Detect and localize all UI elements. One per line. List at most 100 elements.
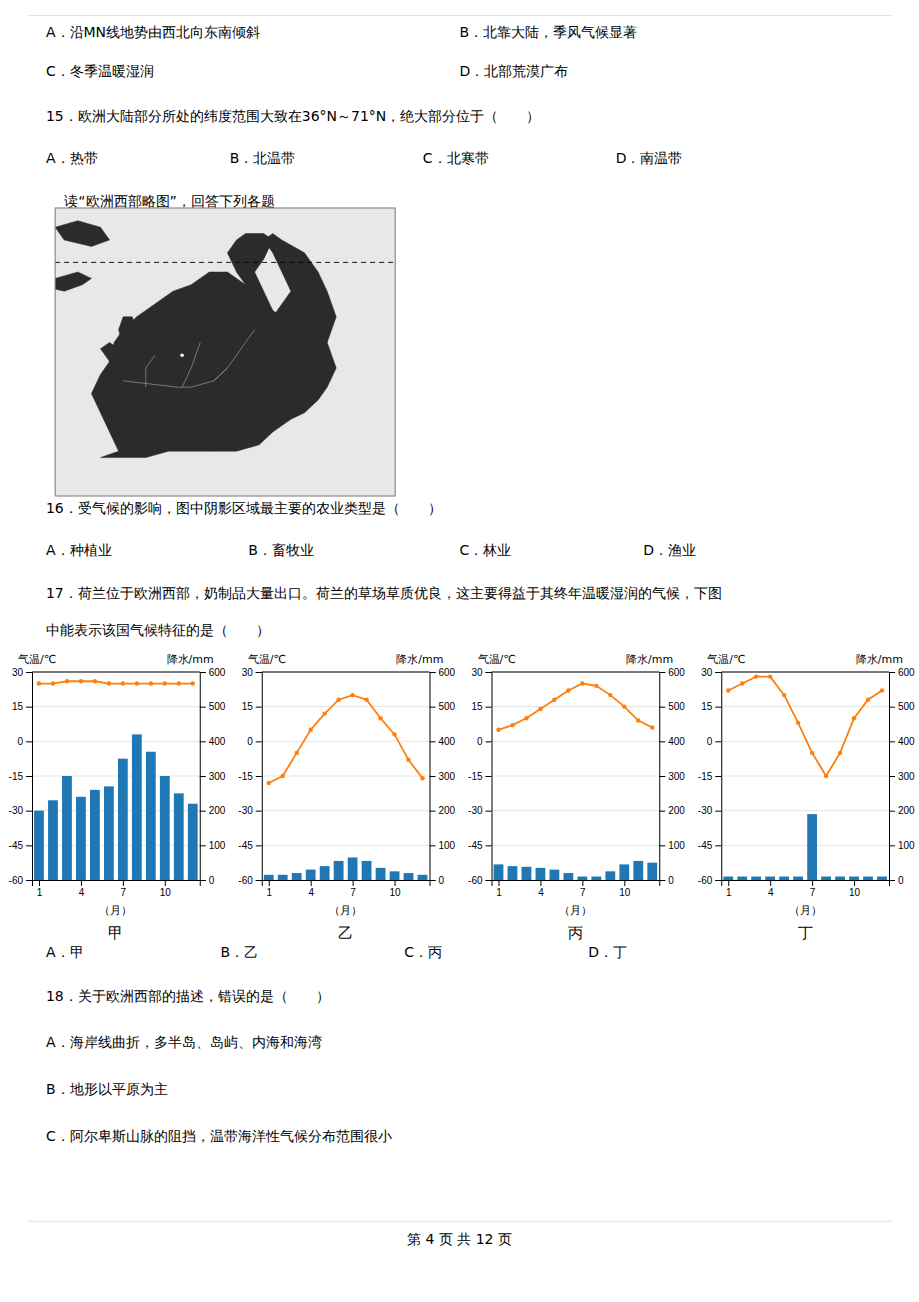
tick: 500 xyxy=(659,701,685,712)
bar xyxy=(404,873,414,880)
bar xyxy=(793,877,803,880)
tick-mark xyxy=(659,741,665,742)
tick-mark xyxy=(430,811,436,812)
plot-background xyxy=(492,672,660,880)
bar xyxy=(536,868,546,880)
axis: 30150-15-30-45-60 xyxy=(238,667,262,886)
tick: 200 xyxy=(659,805,685,816)
point xyxy=(294,751,298,755)
tick-label: -30 xyxy=(468,805,483,816)
tick: 4 xyxy=(768,880,774,898)
point xyxy=(163,681,167,685)
annotation: D．北部荒漠广布 xyxy=(460,63,569,79)
tick-label: -60 xyxy=(9,875,24,886)
plot-background xyxy=(32,672,200,880)
tick-mark xyxy=(715,741,721,742)
point xyxy=(37,681,41,685)
bar xyxy=(160,776,170,880)
tick-label: 100 xyxy=(439,840,456,851)
y2-axis-title: 降水/mm xyxy=(626,653,673,666)
tick-mark xyxy=(889,811,895,812)
tick-label: 30 xyxy=(701,667,713,678)
tick-mark xyxy=(715,776,721,777)
tick-label: 0 xyxy=(247,736,253,747)
tick-mark xyxy=(353,880,354,886)
grid-line xyxy=(721,672,889,673)
plot-marks xyxy=(264,693,428,880)
tick-label: 400 xyxy=(439,736,456,747)
point xyxy=(754,674,758,678)
point xyxy=(406,758,410,762)
y2-axis-title: 降水/mm xyxy=(167,653,214,666)
grid-line xyxy=(721,776,889,777)
tick-mark xyxy=(728,880,729,886)
tick-label: 1 xyxy=(37,887,43,898)
grid-line xyxy=(492,672,660,673)
axis-line xyxy=(715,673,722,881)
tick-mark xyxy=(659,845,665,846)
point xyxy=(65,679,69,683)
land xyxy=(178,406,219,451)
tick-mark xyxy=(430,880,436,881)
tick: 15 xyxy=(12,701,32,712)
tick-mark xyxy=(430,672,436,673)
grid-line xyxy=(262,706,430,707)
x-axis-title: （月） xyxy=(99,904,132,917)
tick: 600 xyxy=(889,667,915,678)
tick-mark xyxy=(200,741,206,742)
tick: 500 xyxy=(200,701,226,712)
tick-label: 10 xyxy=(389,887,401,898)
climate-chart: 1471030150-15-30-45-60600500400300200100… xyxy=(238,653,455,942)
tick-mark xyxy=(200,776,206,777)
tick-mark xyxy=(812,880,813,886)
tick-label: 10 xyxy=(160,887,172,898)
point xyxy=(191,681,195,685)
annotation: B．畜牧业 xyxy=(248,542,314,558)
tick: 600 xyxy=(430,667,456,678)
y2-axis-title: 降水/mm xyxy=(396,653,443,666)
tick-label: 0 xyxy=(898,875,904,886)
bar xyxy=(863,877,873,880)
grid-line xyxy=(721,845,889,846)
point xyxy=(726,688,730,692)
bar xyxy=(619,864,629,880)
bar xyxy=(522,867,532,880)
tick-mark xyxy=(256,707,262,708)
annotation: 15．欧洲大陆部分所处的纬度范围大致在36°N～71°N，绝大部分位于（ ） xyxy=(46,108,540,124)
tick-label: 400 xyxy=(898,736,915,747)
tick-label: 1 xyxy=(496,887,502,898)
point xyxy=(510,723,514,727)
boundary-line xyxy=(182,342,200,387)
tick-mark xyxy=(200,880,206,881)
annotation: 中能表示该国气候特征的是（ ） xyxy=(46,622,270,638)
tick: -60 xyxy=(238,875,261,886)
bar xyxy=(132,734,142,880)
tick-mark xyxy=(256,776,262,777)
bar xyxy=(605,871,615,880)
frame-top xyxy=(492,672,660,673)
tick-mark xyxy=(26,776,32,777)
chart-title: 丙 xyxy=(568,924,583,942)
tick-mark xyxy=(889,845,895,846)
tick-mark xyxy=(715,707,721,708)
point xyxy=(121,681,125,685)
axis-line xyxy=(722,881,890,887)
axis: 14710 xyxy=(492,880,660,898)
tick-label: 500 xyxy=(439,701,456,712)
bar xyxy=(563,873,573,880)
tick-mark xyxy=(256,741,262,742)
point xyxy=(824,774,828,778)
tick-label: 500 xyxy=(668,701,685,712)
tick-label: -60 xyxy=(468,875,483,886)
tick-mark xyxy=(540,880,541,886)
tick-mark xyxy=(26,741,32,742)
map-frame xyxy=(55,208,395,496)
grid-line xyxy=(262,741,430,742)
tick-mark xyxy=(486,741,492,742)
grid-line xyxy=(492,706,660,707)
tick: 7 xyxy=(810,880,816,898)
bar xyxy=(62,776,72,880)
tick-mark xyxy=(486,845,492,846)
point xyxy=(538,707,542,711)
tick-label: -15 xyxy=(9,771,24,782)
